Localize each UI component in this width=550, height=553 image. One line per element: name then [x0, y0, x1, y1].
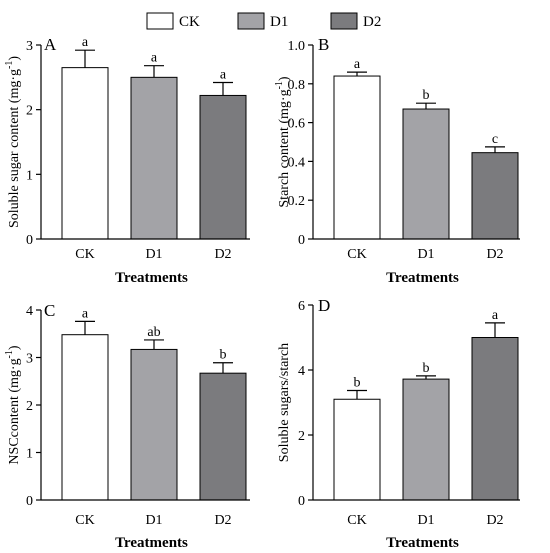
significance-letter: ab [147, 325, 160, 340]
significance-letter: a [151, 51, 158, 66]
x-tick-label: D1 [145, 513, 162, 528]
y-tick-label: 1 [26, 168, 33, 183]
y-tick-label: 1 [26, 447, 33, 462]
y-axis-title: Soluble sugar content (mg·g-1) [4, 56, 22, 228]
x-axis-title: Treatments [386, 270, 459, 286]
bar-d2 [199, 94, 247, 240]
x-tick-label: D2 [214, 513, 231, 528]
significance-letter: b [354, 375, 361, 390]
y-tick-label: 0 [26, 494, 33, 509]
bar-d1 [402, 378, 450, 501]
y-axis-title: NSCcontent (mg·g-1) [4, 345, 22, 465]
significance-letter: c [492, 132, 498, 147]
legend: CK D1 D2 [146, 12, 381, 30]
legend-swatch-d1 [237, 12, 265, 30]
x-tick-label: CK [347, 513, 366, 528]
y-tick-label: 0.8 [288, 78, 306, 93]
y-axis-title-close: ) [7, 56, 22, 61]
y-tick-label: 2 [26, 399, 33, 414]
y-tick-label: 0.6 [288, 117, 306, 132]
x-tick-label: CK [75, 513, 94, 528]
x-tick-label: CK [347, 247, 366, 262]
significance-letter: b [220, 348, 227, 363]
y-tick-label: 0 [298, 494, 305, 509]
x-tick-label: D1 [417, 513, 434, 528]
significance-letter: b [423, 361, 430, 376]
significance-letter: a [82, 306, 89, 321]
legend-label-d2: D2 [363, 14, 381, 30]
panel-c: a ab b 0 1 2 3 4 CK D1 D2 Treatments C NSCcontent (mg… [4, 301, 250, 551]
y-axis-title-text: NSCcontent (mg·g [7, 358, 22, 464]
bar-d1 [130, 348, 178, 501]
bar-d1 [402, 108, 450, 240]
y-tick-label: 3 [26, 352, 33, 367]
panel-label: B [318, 35, 329, 54]
y-axis-title-text: Starch content (mg·g [277, 89, 292, 207]
y-tick-label: 4 [298, 364, 305, 379]
y-tick-label: 3 [26, 39, 33, 54]
legend-label-ck: CK [179, 14, 200, 30]
x-axis-title: Treatments [115, 270, 188, 286]
x-axis-title: Treatments [115, 535, 188, 551]
y-tick-label: 2 [26, 104, 33, 119]
bar-ck [61, 67, 109, 240]
x-tick-label: D2 [214, 247, 231, 262]
y-axis-title: Starch content (mg·g-1) [274, 76, 292, 208]
bar-d2 [471, 152, 519, 240]
x-tick-label: D2 [486, 513, 503, 528]
y-tick-label: 0 [298, 233, 305, 248]
y-tick-label: 1.0 [288, 39, 306, 54]
y-axis-title-text: Soluble sugars/starch [277, 343, 292, 462]
x-tick-label: D2 [486, 247, 503, 262]
bar-ck [333, 398, 381, 501]
significance-letter: a [220, 68, 227, 83]
y-tick-label: 4 [26, 304, 33, 319]
panel-label: C [44, 301, 55, 320]
x-tick-label: D1 [417, 247, 434, 262]
significance-letter: a [354, 57, 361, 72]
y-axis-title-close: ) [7, 345, 22, 350]
bar-ck [61, 334, 109, 501]
significance-letter: b [423, 88, 430, 103]
panel-label: D [318, 296, 330, 315]
y-tick-label: 0 [26, 233, 33, 248]
x-tick-label: D1 [145, 247, 162, 262]
bar-d2 [471, 337, 519, 501]
legend-label-d1: D1 [270, 14, 288, 30]
bar-ck [333, 75, 381, 240]
panel-d: b b a 0 2 4 6 CK D1 D2 Treatments D Soluble sugars/s… [277, 296, 520, 551]
y-tick-label: 6 [298, 299, 305, 314]
legend-swatch-d2 [330, 12, 358, 30]
bar-d2 [199, 372, 247, 501]
y-axis-title-text: Soluble sugar content (mg·g [7, 69, 22, 228]
y-axis-title: Soluble sugars/starch [277, 343, 292, 462]
panel-b: a b c 0 0.2 0.4 0.6 0.8 1.0 CK D1 D2 Treatments B Star… [274, 35, 520, 286]
y-tick-label: 0.4 [288, 155, 306, 170]
significance-letter: a [492, 308, 499, 323]
bar-d1 [130, 76, 178, 240]
x-axis-title: Treatments [386, 535, 459, 551]
legend-swatch-ck [146, 12, 174, 30]
y-tick-label: 0.2 [288, 194, 306, 209]
y-axis-title-superscript: -1 [4, 61, 15, 69]
panel-label: A [44, 35, 57, 54]
panel-a: a a a 0 1 2 3 CK D1 D2 Treatments A Soluble sugar co… [4, 35, 250, 286]
significance-letter: a [82, 35, 89, 50]
y-axis-title-superscript: -1 [274, 81, 285, 89]
y-tick-label: 2 [298, 429, 305, 444]
x-tick-label: CK [75, 247, 94, 262]
y-axis-title-superscript: -1 [4, 350, 15, 358]
y-axis-title-close: ) [277, 76, 292, 81]
